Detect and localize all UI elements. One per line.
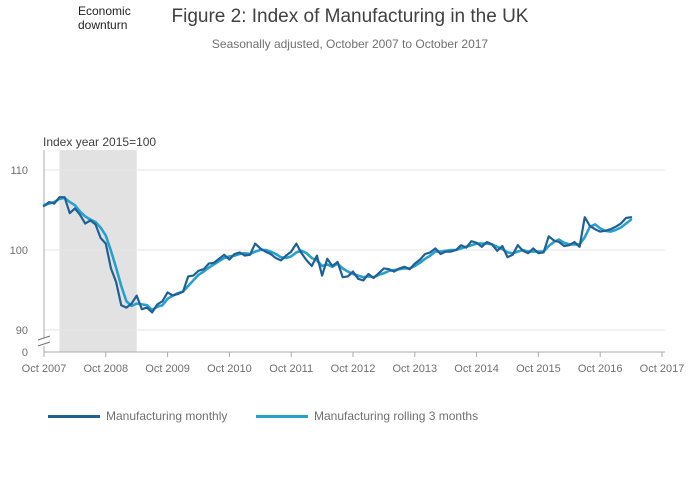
series-line-monthly	[42, 196, 633, 314]
x-tick-label: Oct 2012	[331, 363, 376, 375]
y-tick-label-90: 90	[16, 325, 28, 337]
x-tick-label: Oct 2015	[516, 363, 561, 375]
legend-label-rolling: Manufacturing rolling 3 months	[314, 409, 479, 423]
legend-swatch-monthly	[48, 414, 100, 418]
x-tick-label: Oct 2007	[22, 363, 67, 375]
x-tick-label: Oct 2009	[145, 363, 190, 375]
x-tick-label: Oct 2013	[392, 363, 437, 375]
x-tick-label: Oct 2010	[207, 363, 252, 375]
chart-title: Figure 2: Index of Manufacturing in the …	[171, 6, 529, 27]
axis-break-mark-2	[37, 341, 51, 347]
x-tick-label: Oct 2011	[269, 363, 313, 375]
x-tick-label: Oct 2008	[83, 363, 128, 375]
legend-item-monthly[interactable]: Manufacturing monthly	[48, 409, 227, 423]
y-tick-label-100: 100	[10, 245, 28, 257]
legend-item-rolling[interactable]: Manufacturing rolling 3 months	[256, 409, 478, 423]
shaded-region-label: Economic downturn	[78, 4, 131, 32]
x-tick-label: Oct 2014	[454, 363, 499, 375]
axis-break-mark-1	[37, 335, 51, 341]
x-tick-label: Oct 2017	[640, 363, 685, 375]
legend-swatch-rolling	[256, 414, 308, 418]
chart-subtitle: Seasonally adjusted, October 2007 to Oct…	[211, 37, 489, 51]
y-axis-label: Index year 2015=100	[43, 135, 156, 149]
legend-label-monthly: Manufacturing monthly	[106, 409, 228, 423]
y-tick-label-110: 110	[10, 165, 28, 177]
x-tick-label: Oct 2016	[578, 363, 623, 375]
downturn-shade	[59, 150, 137, 352]
y-tick-label-zero: 0	[22, 347, 28, 359]
